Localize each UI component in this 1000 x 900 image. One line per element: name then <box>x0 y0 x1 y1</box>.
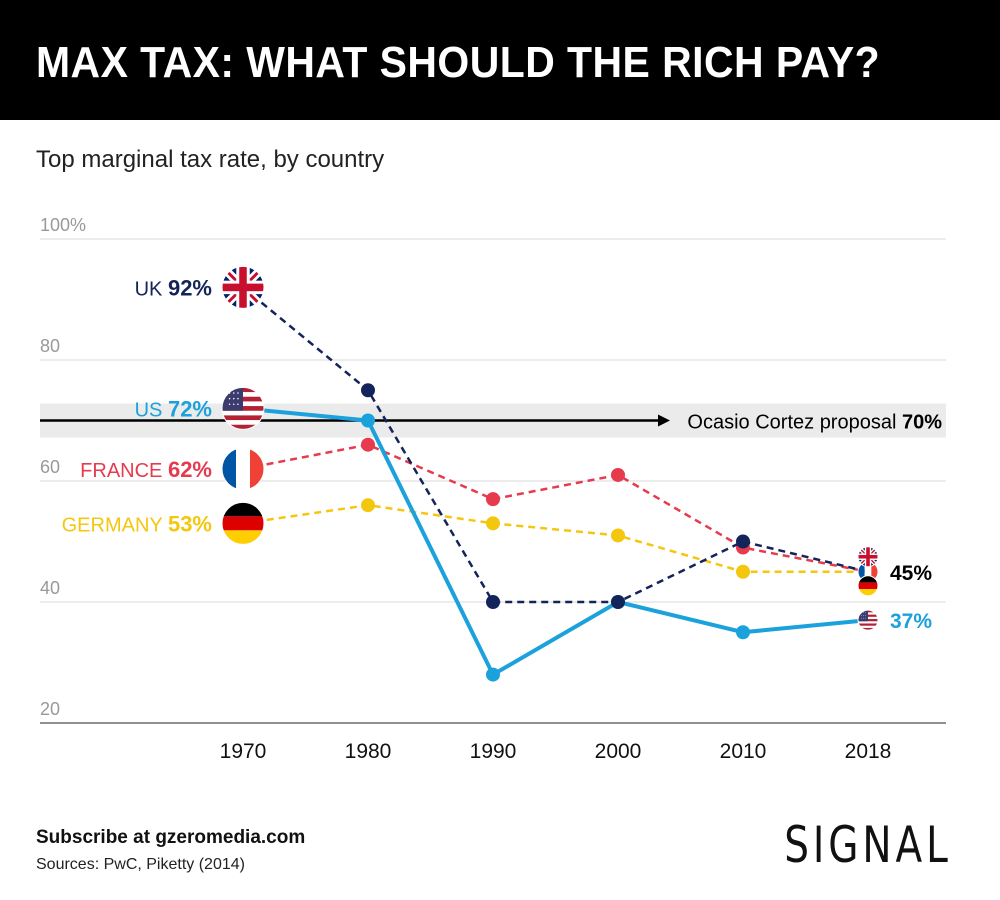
signal-logo: SIGNAL <box>784 816 952 874</box>
reference-label-text: Ocasio Cortez proposal <box>687 412 902 434</box>
data-point-us <box>736 625 750 640</box>
us-flag-icon <box>221 386 265 430</box>
data-point-germany <box>361 498 375 513</box>
reference-label: Ocasio Cortez proposal 70% <box>687 412 942 434</box>
data-point-uk <box>611 595 625 609</box>
start-label-us: US 72% <box>135 396 212 421</box>
y-tick-label: 80 <box>40 336 60 356</box>
germany-flag-icon <box>221 501 265 545</box>
title-bar: MAX TAX: WHAT SHOULD THE RICH PAY? <box>0 0 1000 120</box>
series-start-value-us: 72% <box>168 396 212 421</box>
end-label: 37% <box>890 610 932 633</box>
data-point-france <box>611 467 625 482</box>
sources-text: Sources: PwC, Piketty (2014) <box>36 856 245 873</box>
reference-arrow-icon <box>658 414 670 427</box>
chart-subtitle: Top marginal tax rate, by country <box>36 146 385 173</box>
end-label: 45% <box>890 562 932 585</box>
data-point-uk <box>486 595 500 609</box>
x-tick-label: 1970 <box>220 740 267 763</box>
subscribe-text: Subscribe at gzeromedia.com <box>36 827 306 848</box>
data-point-us <box>486 667 500 682</box>
y-tick-label: 60 <box>40 457 60 477</box>
data-point-france <box>361 437 375 452</box>
x-tick-label: 1990 <box>470 740 517 763</box>
data-point-uk <box>736 534 750 549</box>
series-line-france <box>242 443 869 573</box>
y-tick-label: 100% <box>40 215 86 235</box>
series-line-us <box>242 406 869 678</box>
data-point-germany <box>736 564 750 579</box>
data-point-germany <box>611 528 625 543</box>
series-name-uk: UK <box>135 278 168 300</box>
uk-flag-end-icon <box>857 546 879 568</box>
series-name-france: FRANCE <box>80 460 168 482</box>
series-start-value-france: 62% <box>168 457 212 482</box>
germany-flag-end-icon <box>857 575 879 597</box>
data-point-us <box>361 413 375 428</box>
series-line-uk <box>242 286 869 604</box>
y-tick-label: 20 <box>40 699 60 719</box>
series-name-germany: GERMANY <box>62 514 168 536</box>
y-tick-label: 40 <box>40 578 60 598</box>
x-tick-label: 2010 <box>720 740 767 763</box>
us-flag-end-icon <box>857 609 879 631</box>
series-start-value-germany: 53% <box>168 511 212 536</box>
x-tick-label: 2018 <box>845 740 892 763</box>
france-flag-icon <box>221 447 265 491</box>
uk-flag-icon <box>221 265 265 309</box>
tax-rate-chart: 100% 80 60 40 20 Ocasio Cortez proposal 70% 19… <box>40 215 946 763</box>
reference-value: 70% <box>902 412 942 434</box>
series-start-value-uk: 92% <box>168 275 212 300</box>
start-label-germany: GERMANY 53% <box>62 511 212 536</box>
x-tick-label: 2000 <box>595 740 642 763</box>
start-label-uk: UK 92% <box>135 275 212 300</box>
x-tick-label: 1980 <box>345 740 392 763</box>
data-point-france <box>486 492 500 507</box>
page-title: MAX TAX: WHAT SHOULD THE RICH PAY? <box>36 38 881 87</box>
data-point-uk <box>361 383 375 398</box>
data-point-germany <box>486 516 500 531</box>
series-line-germany <box>242 503 868 573</box>
start-label-france: FRANCE 62% <box>80 457 212 482</box>
series-name-us: US <box>135 399 168 421</box>
